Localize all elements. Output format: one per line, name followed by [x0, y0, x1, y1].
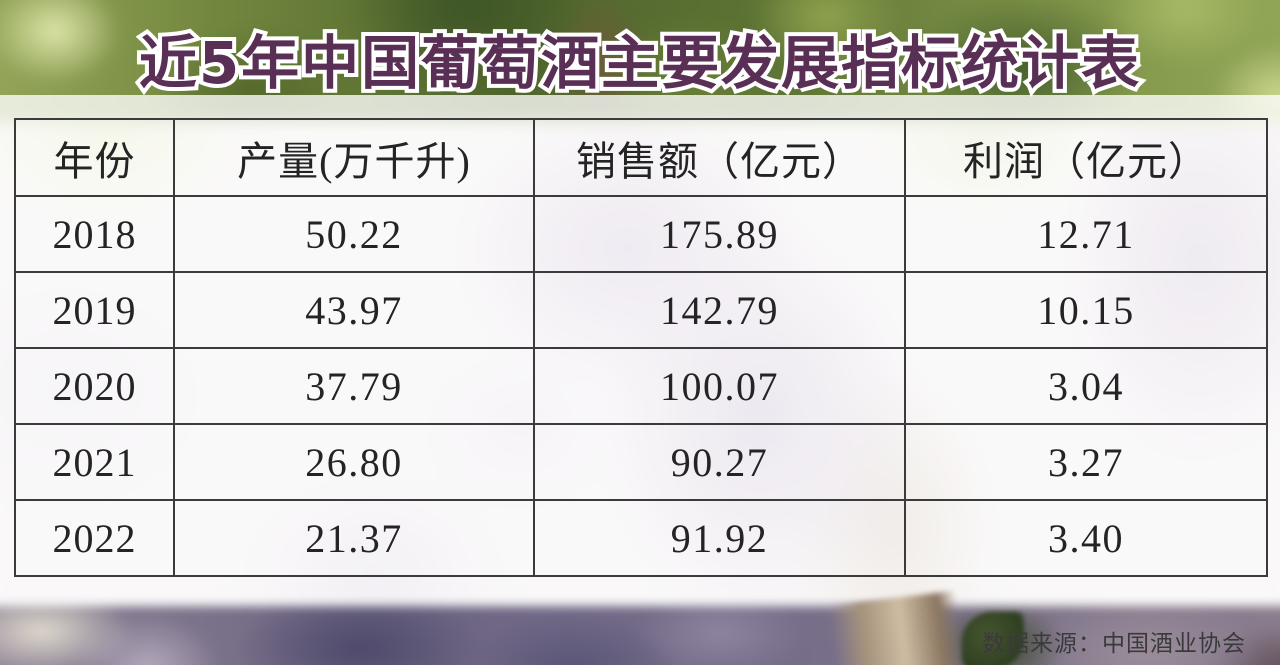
cell-year: 2019	[14, 271, 175, 349]
cell-sales: 90.27	[533, 423, 906, 501]
cell-profit: 12.71	[904, 195, 1268, 273]
cell-sales: 175.89	[533, 195, 906, 273]
cell-production: 21.37	[173, 499, 535, 577]
cell-production: 43.97	[173, 271, 535, 349]
cell-year: 2021	[14, 423, 175, 501]
cell-sales: 100.07	[533, 347, 906, 425]
col-header-year: 年份	[14, 118, 175, 197]
cell-year: 2020	[14, 347, 175, 425]
table-row: 2018 50.22 175.89 12.71	[14, 195, 1268, 273]
cell-year: 2018	[14, 195, 175, 273]
cell-production: 37.79	[173, 347, 535, 425]
cell-production: 50.22	[173, 195, 535, 273]
cell-year: 2022	[14, 499, 175, 577]
table-row: 2022 21.37 91.92 3.40	[14, 499, 1268, 577]
col-header-sales: 销售额（亿元）	[533, 118, 906, 197]
stats-table: 年份 产量(万千升) 销售额（亿元） 利润（亿元） 2018 50.22 175…	[14, 118, 1268, 577]
cell-production: 26.80	[173, 423, 535, 501]
col-header-profit: 利润（亿元）	[904, 118, 1268, 197]
page-title: 近5年中国葡萄酒主要发展指标统计表	[135, 25, 1143, 101]
table-row: 2021 26.80 90.27 3.27	[14, 423, 1268, 501]
cell-profit: 3.27	[904, 423, 1268, 501]
table-header-row: 年份 产量(万千升) 销售额（亿元） 利润（亿元）	[14, 118, 1268, 197]
table-row: 2020 37.79 100.07 3.04	[14, 347, 1268, 425]
cell-profit: 3.04	[904, 347, 1268, 425]
grapevine-trunk	[828, 590, 966, 665]
table-row: 2019 43.97 142.79 10.15	[14, 271, 1268, 349]
cell-sales: 142.79	[533, 271, 906, 349]
col-header-production: 产量(万千升)	[173, 118, 535, 197]
data-source-note: 数据来源：中国酒业协会	[982, 630, 1246, 656]
cell-profit: 3.40	[904, 499, 1268, 577]
cell-profit: 10.15	[904, 271, 1268, 349]
cell-sales: 91.92	[533, 499, 906, 577]
